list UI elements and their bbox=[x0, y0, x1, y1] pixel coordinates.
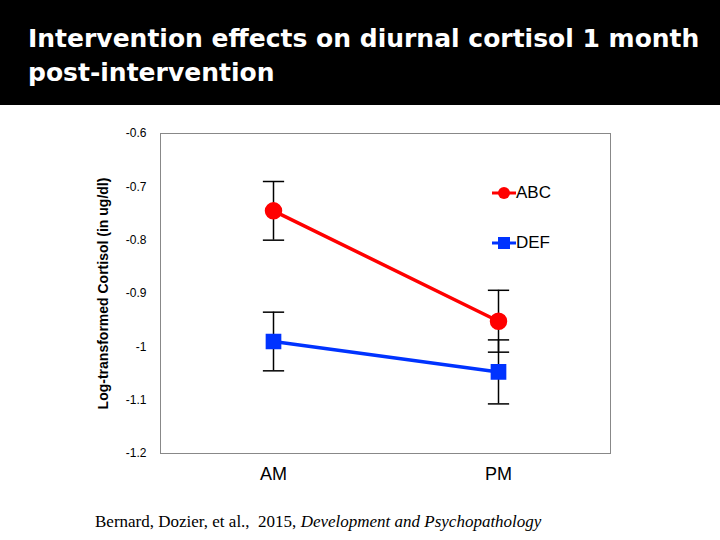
svg-text:PM: PM bbox=[485, 464, 512, 484]
svg-text:-0.7: -0.7 bbox=[126, 180, 147, 194]
html-text:DEF: DEF bbox=[516, 233, 550, 252]
svg-text:Log-transformed Cortisol (in u: Log-transformed Cortisol (in ug/dl) bbox=[95, 178, 111, 410]
html-text:ABC: ABC bbox=[516, 183, 551, 202]
svg-text:-1: -1 bbox=[136, 340, 147, 354]
svg-text:-1.2: -1.2 bbox=[126, 446, 147, 460]
html-text:Intervention effects on diurna: Intervention effects on diurnal cortisol… bbox=[28, 24, 700, 87]
svg-text:-1.1: -1.1 bbox=[126, 393, 147, 407]
svg-text:AM: AM bbox=[260, 464, 287, 484]
svg-text:-0.8: -0.8 bbox=[126, 233, 147, 247]
svg-text:-0.9: -0.9 bbox=[126, 286, 147, 300]
html-text:Bernard, Dozier, et al., 2015,: Bernard, Dozier, et al., 2015, Developme… bbox=[95, 512, 542, 531]
svg-text:-0.6: -0.6 bbox=[126, 126, 147, 140]
